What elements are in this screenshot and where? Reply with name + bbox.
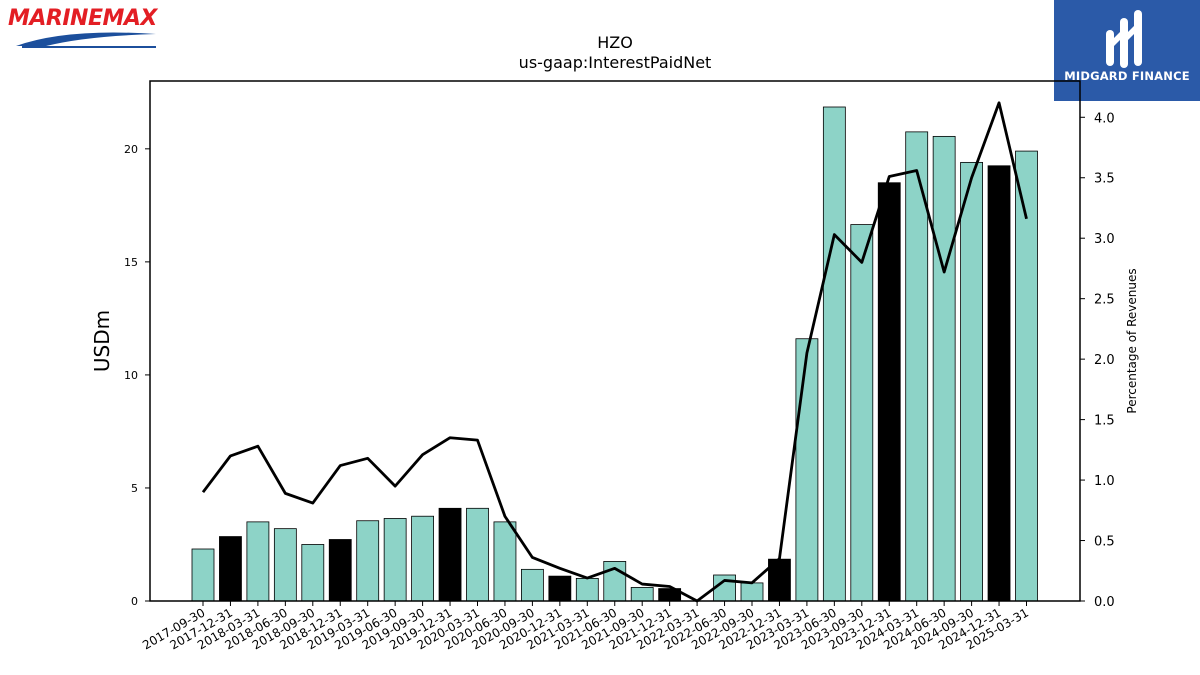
percentage-line (201, 101, 1028, 603)
bar-2018-12-31 (328, 539, 352, 602)
y-tick-right-label: 2.0 (1094, 353, 1115, 368)
bar-2023-12-31 (877, 182, 901, 602)
y-tick-right-label: 4.0 (1094, 111, 1115, 126)
y-tick-right-label: 0.5 (1094, 535, 1115, 550)
bar-2017-09-30 (191, 548, 215, 602)
bar-2023-09-30 (850, 224, 874, 602)
bar-2019-03-31 (356, 520, 380, 602)
y-axis-left: 0 5 10 15 20 (124, 143, 150, 608)
bar-2020-09-30 (521, 568, 544, 602)
y-tick-left-label: 10 (124, 369, 138, 382)
bar-2021-03-31 (575, 577, 599, 602)
y-tick-left-label: 5 (131, 482, 138, 495)
y-tick-left-label: 20 (124, 143, 138, 156)
y-tick-right-label: 1.0 (1094, 474, 1115, 489)
y-tick-left-label: 15 (124, 256, 138, 269)
bar-2018-09-30 (301, 544, 325, 602)
y-axis-label-right: Percentage of Revenues (1125, 268, 1139, 413)
midgard-finance-logo: MIDGARD FINANCE (1054, 0, 1200, 101)
y-tick-right-label: 1.5 (1094, 414, 1115, 429)
bar-2018-03-31 (246, 521, 270, 602)
marinemax-logo-text: MARINEMAX (8, 6, 157, 31)
x-axis: 2017-09-302017-12-312018-03-312018-06-30… (140, 601, 1031, 652)
bar-2020-12-31 (548, 575, 572, 602)
bar-2018-06-30 (273, 528, 297, 602)
percentage-line-series (201, 101, 1028, 603)
marinemax-logo: MARINEMAX (6, 6, 164, 48)
y-tick-right-label: 3.5 (1094, 172, 1115, 187)
y-axis-label-left: USDm (90, 310, 114, 372)
y-tick-right-label: 3.0 (1094, 232, 1115, 247)
y-tick-right-label: 2.5 (1094, 293, 1115, 308)
bar-2017-12-31 (219, 536, 242, 602)
chart-title: HZO (597, 33, 633, 52)
bar-2020-03-31 (466, 507, 489, 602)
bar-2024-12-31 (987, 165, 1011, 602)
bar-series (191, 106, 1038, 602)
bar-2023-03-31 (795, 338, 819, 602)
y-tick-left-label: 0 (131, 595, 138, 608)
bar-2024-09-30 (960, 161, 983, 602)
bar-2019-12-31 (438, 507, 462, 602)
y-axis-right: 0.0 0.5 1.0 1.5 2.0 2.5 3.0 3.5 4.0 (1080, 111, 1115, 610)
swoosh-icon (16, 32, 156, 48)
bar-2020-06-30 (493, 521, 517, 602)
bar-2022-06-30 (713, 574, 736, 602)
bar-2023-06-30 (822, 106, 846, 602)
y-tick-right-label: 0.0 (1094, 595, 1115, 610)
chart-subtitle: us-gaap:InterestPaidNet (519, 53, 712, 72)
bar-2021-09-30 (630, 587, 654, 602)
bar-2019-06-30 (383, 518, 407, 602)
midgard-mark-icon (1106, 10, 1142, 68)
bar-2019-09-30 (411, 515, 435, 602)
midgard-logo-text: MIDGARD FINANCE (1064, 69, 1190, 83)
bar-2022-09-30 (740, 582, 764, 602)
bar-2024-06-30 (932, 135, 956, 602)
